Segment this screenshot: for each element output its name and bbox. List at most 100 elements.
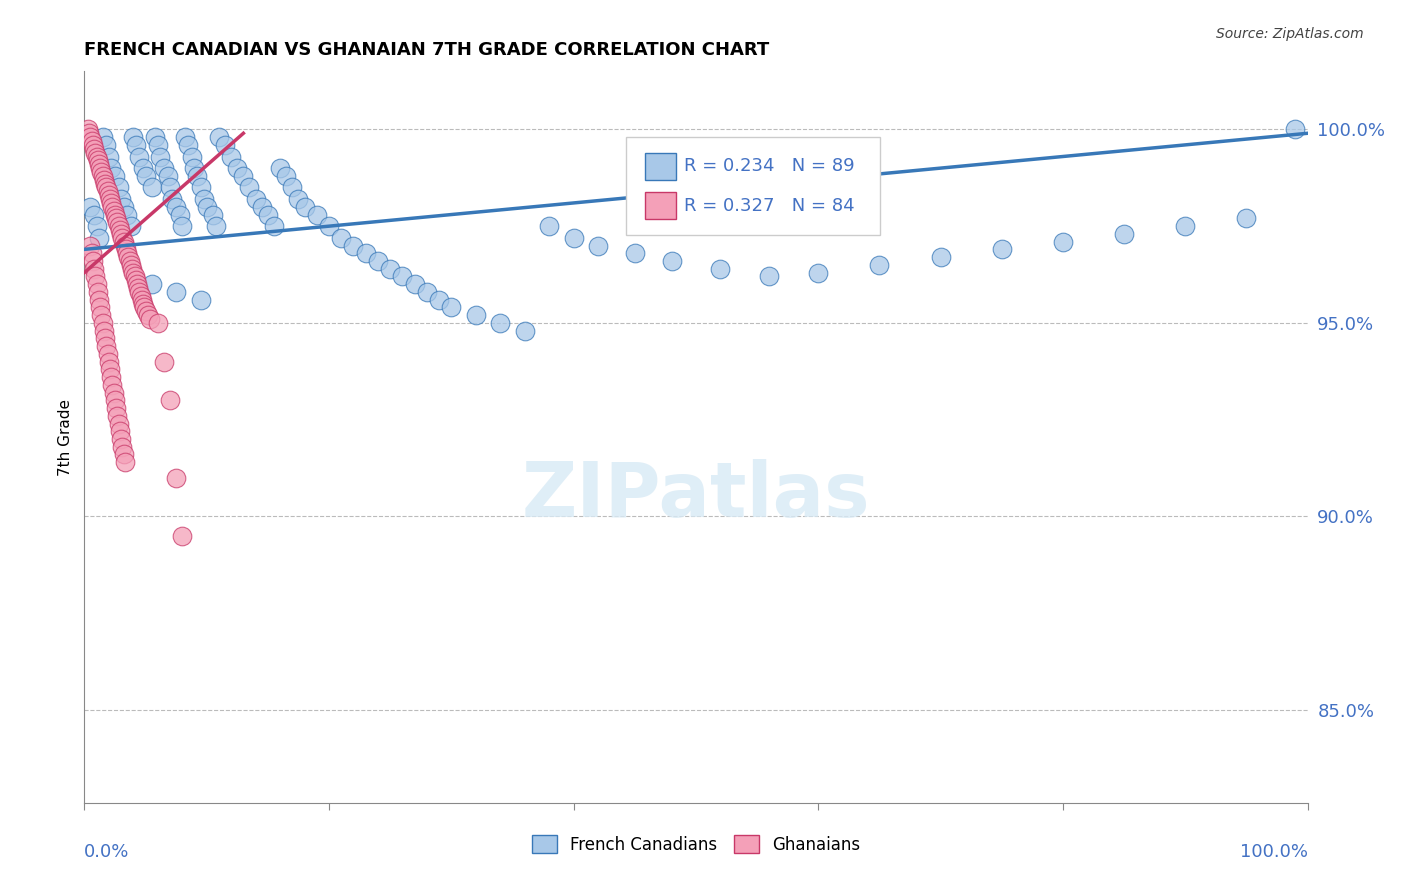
Text: 0.0%: 0.0%	[84, 843, 129, 861]
Point	[214, 137, 236, 152]
Point	[96, 339, 118, 353]
Point	[115, 246, 138, 260]
Point	[183, 161, 205, 175]
Point	[177, 137, 200, 152]
Point	[186, 169, 208, 183]
Point	[100, 161, 122, 175]
Point	[135, 169, 157, 183]
Point	[929, 250, 952, 264]
Point	[104, 208, 127, 222]
Point	[165, 200, 187, 214]
Point	[79, 238, 101, 252]
Point	[100, 370, 122, 384]
Point	[110, 227, 132, 241]
Point	[165, 285, 187, 299]
Point	[354, 246, 377, 260]
Point	[276, 169, 298, 183]
Point	[96, 137, 118, 152]
Point	[391, 269, 413, 284]
Point	[87, 231, 110, 245]
Point	[82, 254, 104, 268]
Point	[226, 161, 249, 175]
Point	[112, 235, 135, 249]
Point	[143, 130, 166, 145]
Point	[103, 203, 125, 218]
Point	[94, 331, 117, 345]
Point	[105, 215, 128, 229]
Point	[1114, 227, 1136, 241]
Point	[114, 238, 136, 252]
Point	[305, 208, 328, 222]
Point	[79, 200, 101, 214]
Point	[108, 223, 131, 237]
Point	[104, 393, 127, 408]
Point	[342, 238, 364, 252]
Point	[83, 208, 105, 222]
Point	[84, 145, 107, 160]
Point	[107, 417, 129, 431]
Point	[367, 254, 389, 268]
Point	[131, 293, 153, 307]
Point	[97, 354, 120, 368]
Point	[97, 149, 120, 163]
Point	[111, 440, 134, 454]
Y-axis label: 7th Grade: 7th Grade	[58, 399, 73, 475]
Point	[107, 180, 129, 194]
Point	[114, 455, 136, 469]
Point	[115, 208, 138, 222]
Point	[159, 180, 181, 194]
Legend: French Canadians, Ghanaians: French Canadians, Ghanaians	[524, 829, 868, 860]
Point	[172, 529, 194, 543]
Text: ZIPatlas: ZIPatlas	[522, 458, 870, 533]
Point	[1174, 219, 1197, 234]
Point	[190, 293, 212, 307]
Point	[124, 269, 146, 284]
Point	[190, 180, 212, 194]
Point	[89, 161, 111, 175]
Point	[139, 312, 162, 326]
Point	[80, 134, 103, 148]
Point	[162, 192, 184, 206]
Point	[91, 130, 114, 145]
Point	[173, 130, 195, 145]
Point	[709, 261, 731, 276]
Point	[127, 281, 149, 295]
Point	[87, 157, 110, 171]
Point	[125, 273, 148, 287]
Point	[135, 304, 157, 318]
Point	[97, 184, 120, 198]
Point	[991, 243, 1014, 257]
Point	[205, 219, 228, 234]
Point	[427, 293, 450, 307]
Point	[96, 180, 118, 194]
Point	[201, 208, 224, 222]
Text: R = 0.234   N = 89: R = 0.234 N = 89	[685, 157, 855, 176]
Point	[330, 231, 353, 245]
Point	[112, 448, 135, 462]
Point	[101, 200, 124, 214]
Point	[86, 149, 108, 163]
Point	[97, 188, 120, 202]
Point	[172, 219, 194, 234]
Point	[125, 137, 148, 152]
Point	[91, 316, 114, 330]
Point	[108, 424, 131, 438]
Point	[193, 192, 215, 206]
Point	[100, 196, 122, 211]
Point	[281, 180, 304, 194]
Point	[132, 161, 155, 175]
Point	[807, 266, 830, 280]
Point	[153, 354, 176, 368]
Point	[404, 277, 426, 292]
Point	[181, 149, 204, 163]
Point	[86, 277, 108, 292]
Point	[232, 169, 254, 183]
Point	[318, 219, 340, 234]
Point	[146, 316, 169, 330]
Point	[141, 180, 163, 194]
Point	[464, 308, 486, 322]
Point	[159, 393, 181, 408]
Point	[294, 200, 316, 214]
Point	[562, 231, 585, 245]
Point	[103, 385, 125, 400]
